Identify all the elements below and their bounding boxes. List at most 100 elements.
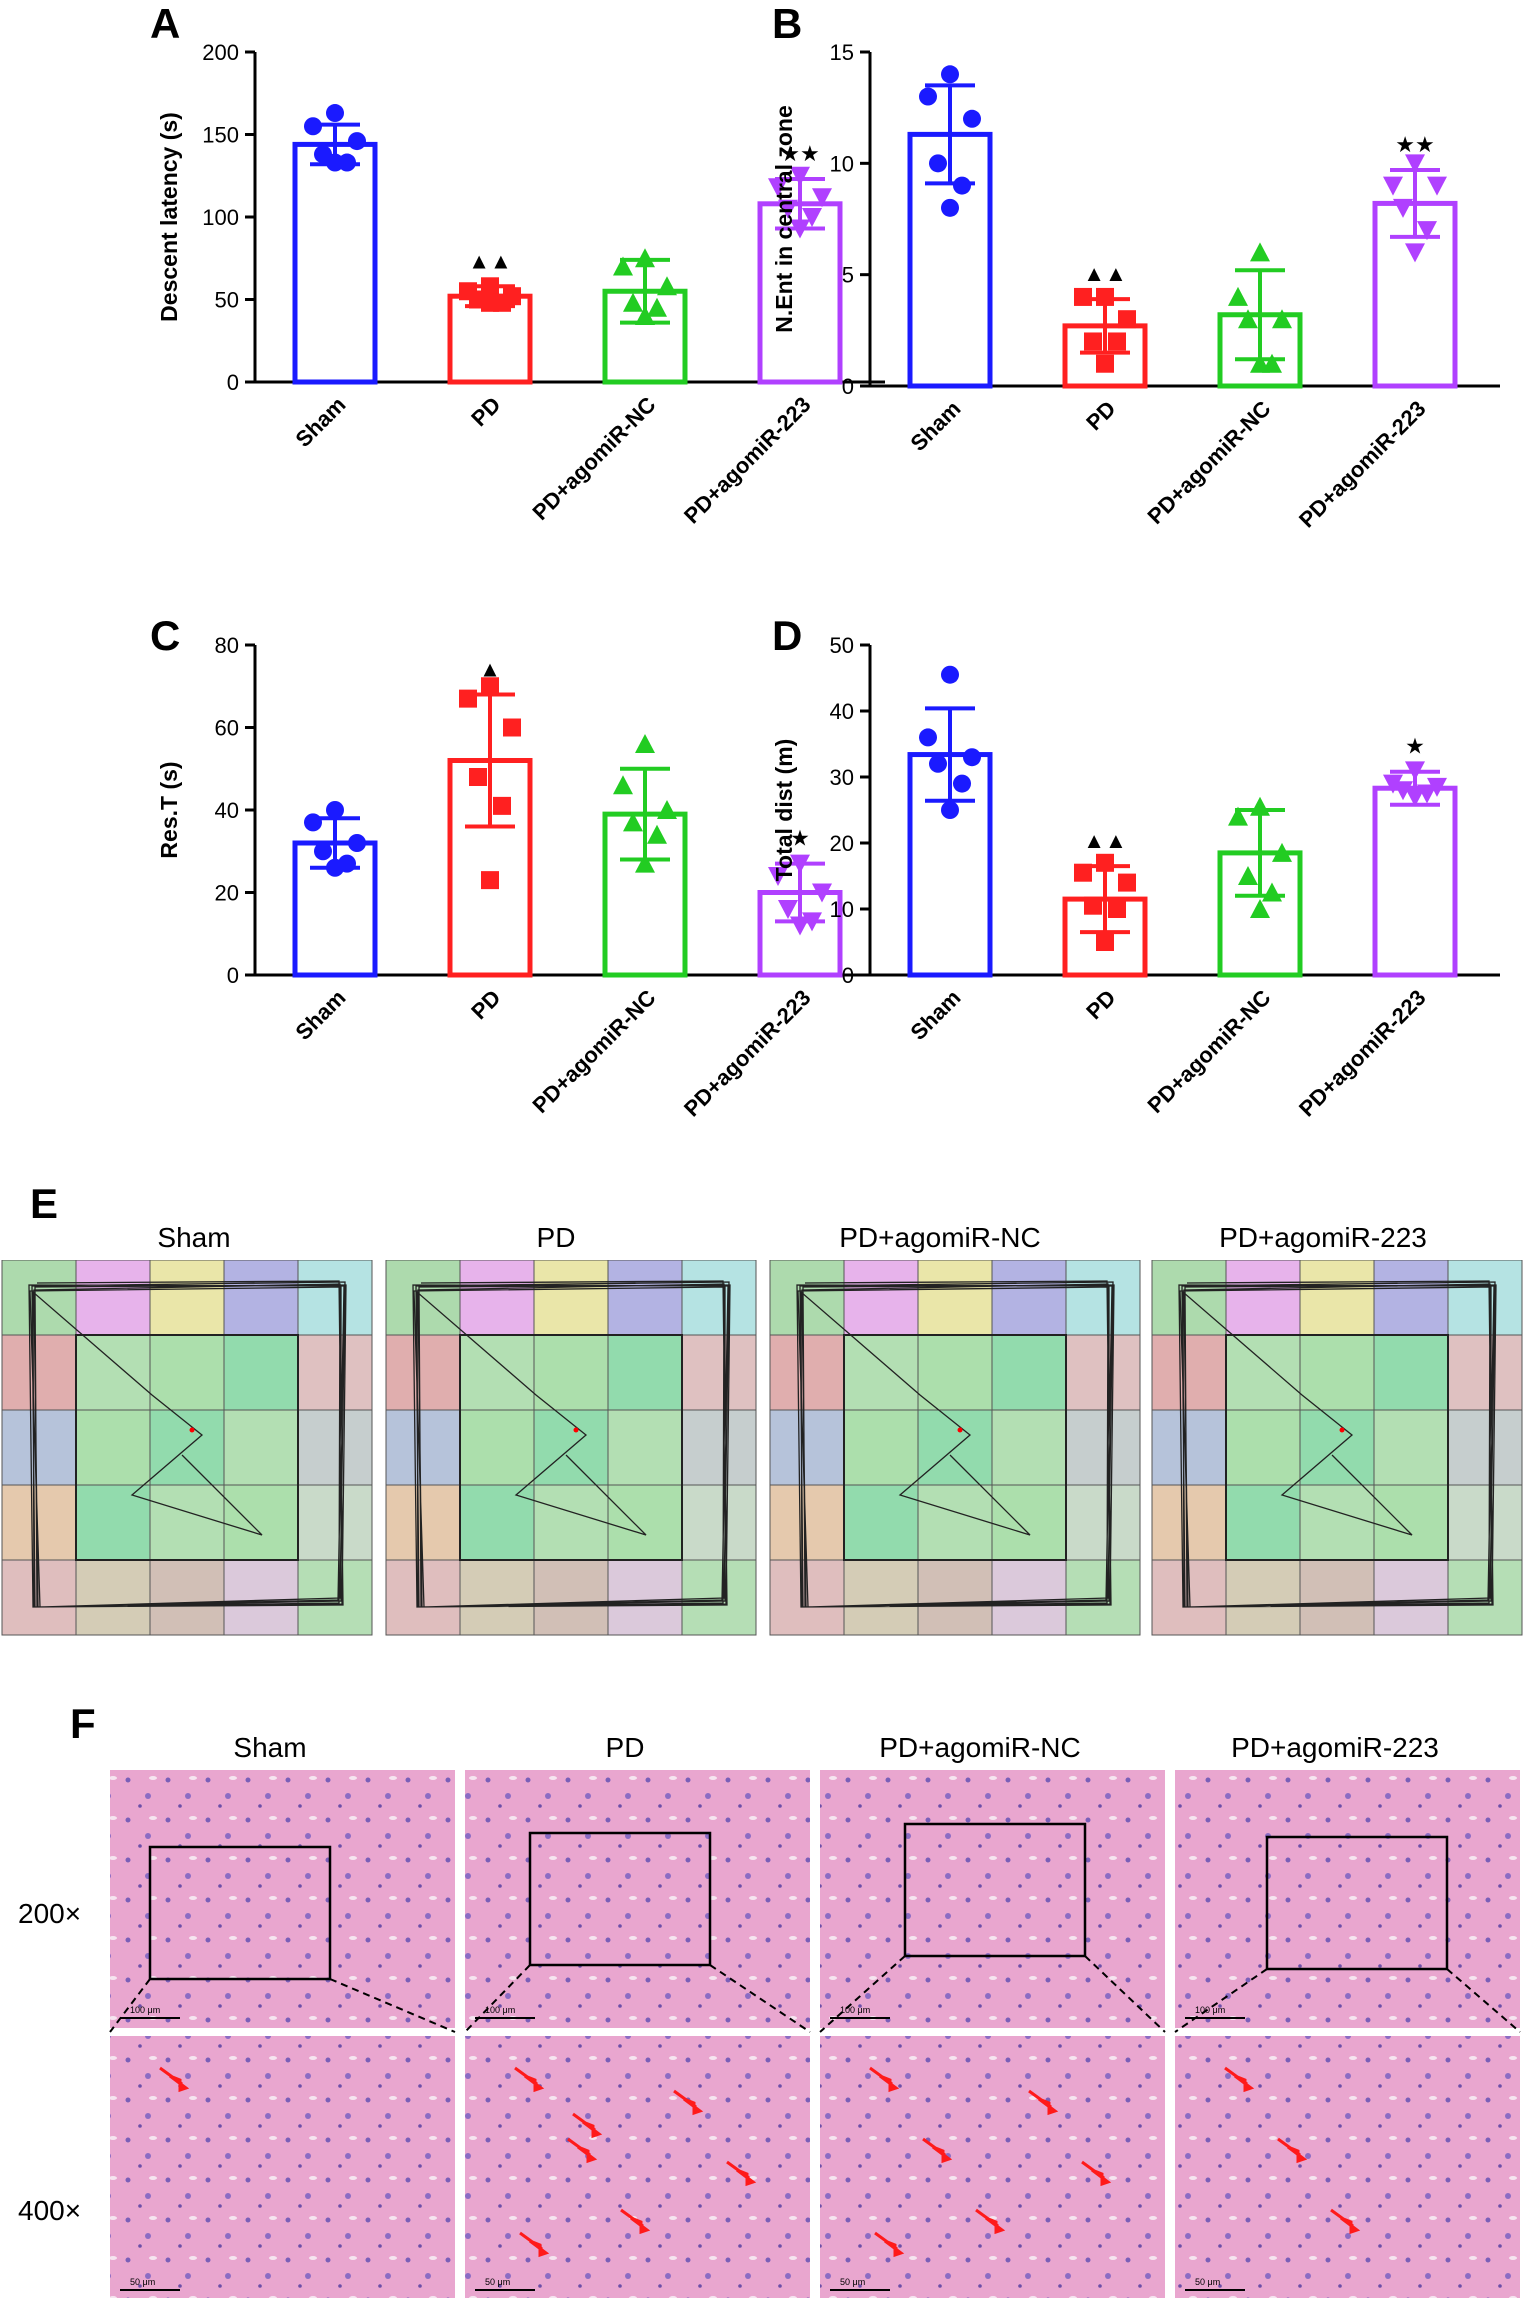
histology-images: 100 μm 50 μm 100 μm 50 μm 100 μm 50 μm 100 μm 5… bbox=[109, 1770, 1521, 2298]
movement-track bbox=[796, 1280, 1115, 1608]
start-point bbox=[1339, 1427, 1345, 1433]
red-arrow-icon bbox=[159, 2066, 190, 2093]
arena-cell bbox=[1151, 1484, 1227, 1561]
arena-cell bbox=[917, 1260, 993, 1336]
arena-cell bbox=[1, 1484, 77, 1561]
y-tick-label: 0 bbox=[227, 963, 239, 988]
arena-cell bbox=[223, 1334, 299, 1411]
significance-mark: ▲ bbox=[479, 657, 501, 682]
arena-cell bbox=[991, 1559, 1067, 1636]
data-point bbox=[768, 178, 788, 198]
histology-column-1: 100 μm 50 μm bbox=[109, 1770, 456, 2298]
data-point bbox=[348, 834, 366, 852]
data-point bbox=[941, 801, 959, 819]
red-arrow-icon bbox=[1277, 2137, 1308, 2164]
arena-cell bbox=[607, 1334, 683, 1411]
f-label-agomir: PD+agomiR-223 bbox=[1231, 1732, 1439, 1763]
arena-cell bbox=[917, 1484, 993, 1561]
f-label-sham: Sham bbox=[233, 1732, 307, 1763]
histology-200x bbox=[820, 1770, 1165, 2028]
scalebar-label: 50 μm bbox=[840, 2277, 865, 2287]
arena-cell bbox=[1299, 1334, 1375, 1411]
data-point bbox=[1238, 309, 1258, 329]
data-point bbox=[1228, 286, 1248, 306]
data-point bbox=[657, 800, 677, 819]
histology-400x bbox=[1175, 2036, 1520, 2298]
y-tick-label: 10 bbox=[830, 151, 854, 176]
arena-cell bbox=[75, 1334, 151, 1411]
data-point bbox=[481, 871, 499, 890]
arena-cell bbox=[681, 1334, 757, 1411]
data-point bbox=[929, 754, 947, 773]
arena-cell bbox=[1225, 1559, 1301, 1636]
data-point bbox=[1096, 853, 1114, 872]
data-point bbox=[953, 176, 971, 195]
red-arrow-icon bbox=[975, 2208, 1006, 2235]
red-arrow-icon bbox=[874, 2231, 905, 2258]
movement-track bbox=[412, 1280, 731, 1608]
arena-cell bbox=[1151, 1334, 1227, 1411]
red-arrow-icon bbox=[726, 2160, 757, 2187]
data-point bbox=[963, 109, 981, 128]
y-axis-label: N.Ent in central zone bbox=[771, 105, 797, 332]
arena-cell bbox=[1447, 1409, 1523, 1486]
data-point bbox=[1383, 774, 1403, 794]
scalebar-label: 50 μm bbox=[485, 2277, 510, 2287]
data-point bbox=[326, 153, 344, 172]
arena-cell bbox=[223, 1260, 299, 1336]
category-label: Sham bbox=[290, 985, 350, 1045]
f-label-pd: PD bbox=[605, 1732, 645, 1763]
category-label: Sham bbox=[905, 985, 965, 1045]
arena-cell bbox=[75, 1559, 151, 1636]
histology-column-4: 100 μm 50 μm bbox=[1174, 1770, 1521, 2298]
data-point bbox=[1383, 176, 1403, 196]
arena-cell bbox=[297, 1484, 373, 1561]
y-tick-label: 20 bbox=[830, 831, 854, 856]
panel-letter-c: C bbox=[150, 612, 181, 659]
start-point bbox=[189, 1427, 195, 1433]
data-point bbox=[1108, 900, 1126, 918]
category-label: PD bbox=[1081, 396, 1120, 435]
scalebar-label: 100 μm bbox=[840, 2005, 870, 2015]
data-point bbox=[1228, 806, 1248, 826]
scalebar-label: 100 μm bbox=[485, 2005, 515, 2015]
data-point bbox=[1405, 154, 1425, 174]
category-label: PD bbox=[466, 985, 505, 1024]
data-point bbox=[657, 276, 677, 296]
mag-200: 200× bbox=[18, 1898, 82, 1929]
mag-400: 400× bbox=[18, 2195, 82, 2226]
data-point bbox=[953, 774, 971, 793]
data-point bbox=[1393, 781, 1413, 801]
data-point bbox=[1427, 176, 1447, 196]
movement-track bbox=[28, 1280, 347, 1608]
arena-cell bbox=[1065, 1484, 1141, 1561]
data-point bbox=[647, 824, 667, 844]
arena-cell bbox=[991, 1409, 1067, 1486]
data-point bbox=[919, 87, 937, 106]
arena-cell bbox=[1225, 1484, 1301, 1561]
arena-cell bbox=[297, 1334, 373, 1411]
arena-cell bbox=[1065, 1409, 1141, 1486]
arena-cell bbox=[1447, 1484, 1523, 1561]
y-tick-label: 150 bbox=[202, 123, 239, 148]
arena-cell bbox=[1447, 1260, 1523, 1336]
data-point bbox=[1096, 354, 1114, 373]
data-point bbox=[459, 689, 477, 708]
arena-cell bbox=[533, 1484, 609, 1561]
arena-cell bbox=[1299, 1559, 1375, 1636]
y-axis-label: Total dist (m) bbox=[771, 739, 797, 882]
scalebar-label: 100 μm bbox=[130, 2005, 160, 2015]
data-point bbox=[304, 813, 322, 832]
data-point bbox=[919, 728, 937, 747]
arena-cell bbox=[75, 1260, 151, 1336]
arena-cell bbox=[149, 1484, 225, 1561]
y-tick-label: 40 bbox=[215, 798, 239, 823]
histology-400x bbox=[465, 2036, 810, 2298]
data-point bbox=[1084, 896, 1102, 915]
red-arrow-icon bbox=[922, 2137, 953, 2164]
category-label: PD+agomiR-223 bbox=[679, 392, 816, 529]
data-point bbox=[1405, 761, 1425, 781]
center-zone bbox=[843, 1334, 1067, 1561]
data-point bbox=[635, 306, 655, 325]
center-zone bbox=[75, 1334, 299, 1561]
